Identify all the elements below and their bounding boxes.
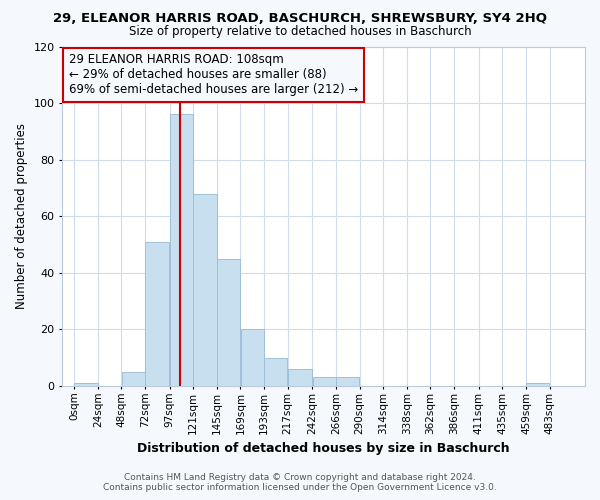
Text: 29 ELEANOR HARRIS ROAD: 108sqm
← 29% of detached houses are smaller (88)
69% of : 29 ELEANOR HARRIS ROAD: 108sqm ← 29% of … xyxy=(69,54,359,96)
Bar xyxy=(265,358,287,386)
Text: 29, ELEANOR HARRIS ROAD, BASCHURCH, SHREWSBURY, SY4 2HQ: 29, ELEANOR HARRIS ROAD, BASCHURCH, SHRE… xyxy=(53,12,547,26)
X-axis label: Distribution of detached houses by size in Baschurch: Distribution of detached houses by size … xyxy=(137,442,510,455)
Bar xyxy=(193,194,217,386)
Text: Contains HM Land Registry data © Crown copyright and database right 2024.
Contai: Contains HM Land Registry data © Crown c… xyxy=(103,473,497,492)
Bar xyxy=(170,114,193,386)
Bar xyxy=(217,258,240,386)
Bar xyxy=(336,378,359,386)
Bar xyxy=(526,383,550,386)
Y-axis label: Number of detached properties: Number of detached properties xyxy=(15,123,28,309)
Bar xyxy=(313,378,336,386)
Bar xyxy=(122,372,145,386)
Text: Size of property relative to detached houses in Baschurch: Size of property relative to detached ho… xyxy=(128,25,472,38)
Bar xyxy=(288,369,312,386)
Bar xyxy=(241,330,264,386)
Bar xyxy=(74,383,98,386)
Bar xyxy=(145,242,169,386)
